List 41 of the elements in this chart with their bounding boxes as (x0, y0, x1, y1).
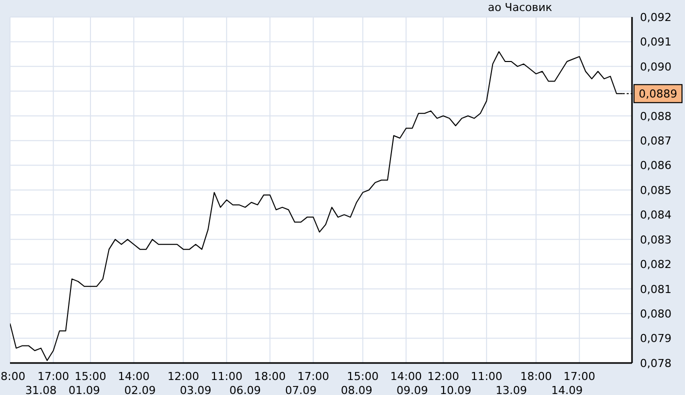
y-tick-label: 0,080 (640, 307, 672, 320)
x-tick-label: 09.09 (396, 384, 428, 395)
x-tick-label: 14:00 (390, 370, 422, 383)
y-tick-label: 0,083 (640, 233, 672, 246)
x-tick-label: 15:00 (74, 370, 106, 383)
chart-title: ао Часовик (486, 1, 554, 14)
data-label: 0,0889 (638, 88, 678, 101)
x-tick-label: 15:00 (346, 370, 379, 383)
x-tick-label: 07.09 (285, 384, 317, 395)
x-tick-label: 14.09 (551, 384, 583, 395)
y-tick-label: 0,086 (640, 159, 672, 172)
x-tick-label: 17:00 (37, 370, 70, 383)
y-tick-label: 0,090 (640, 60, 672, 74)
x-tick-label: 31.08 (25, 384, 57, 395)
y-tick-label: 0,078 (640, 356, 672, 370)
x-tick-label: 17:00 (297, 370, 330, 383)
x-tick-label: 11:00 (470, 370, 502, 383)
y-tick-label: 0,081 (640, 282, 672, 296)
x-tick-label: 18:00 (254, 370, 286, 383)
x-tick-label: 18:00 (520, 370, 552, 383)
x-tick-label: 12:00 (167, 370, 200, 383)
x-tick-label: 06.09 (229, 384, 261, 395)
x-tick-label: 13.09 (496, 384, 528, 395)
x-tick-label: 02.09 (124, 384, 156, 395)
y-tick-label: 0,087 (640, 134, 672, 148)
x-tick-label: 17:00 (564, 370, 596, 383)
y-tick-label: 0,092 (640, 10, 672, 24)
y-tick-label: 0,085 (640, 184, 672, 197)
x-tick-label: 8:00 (0, 370, 26, 383)
x-tick-label: 03.09 (180, 384, 212, 395)
x-tick-label: 08.09 (340, 384, 372, 395)
y-tick-label: 0,088 (640, 110, 672, 123)
x-tick-label: 14:00 (118, 370, 150, 383)
x-tick-label: 11:00 (210, 370, 242, 383)
y-tick-label: 0,079 (640, 332, 672, 346)
y-tick-label: 0,082 (640, 258, 672, 272)
x-tick-label: 12:00 (427, 370, 460, 383)
y-tick-label: 0,091 (640, 36, 672, 49)
x-tick-label: 10.09 (440, 384, 472, 395)
y-tick-label: 0,084 (640, 208, 672, 222)
x-tick-label: 01.09 (68, 384, 100, 395)
